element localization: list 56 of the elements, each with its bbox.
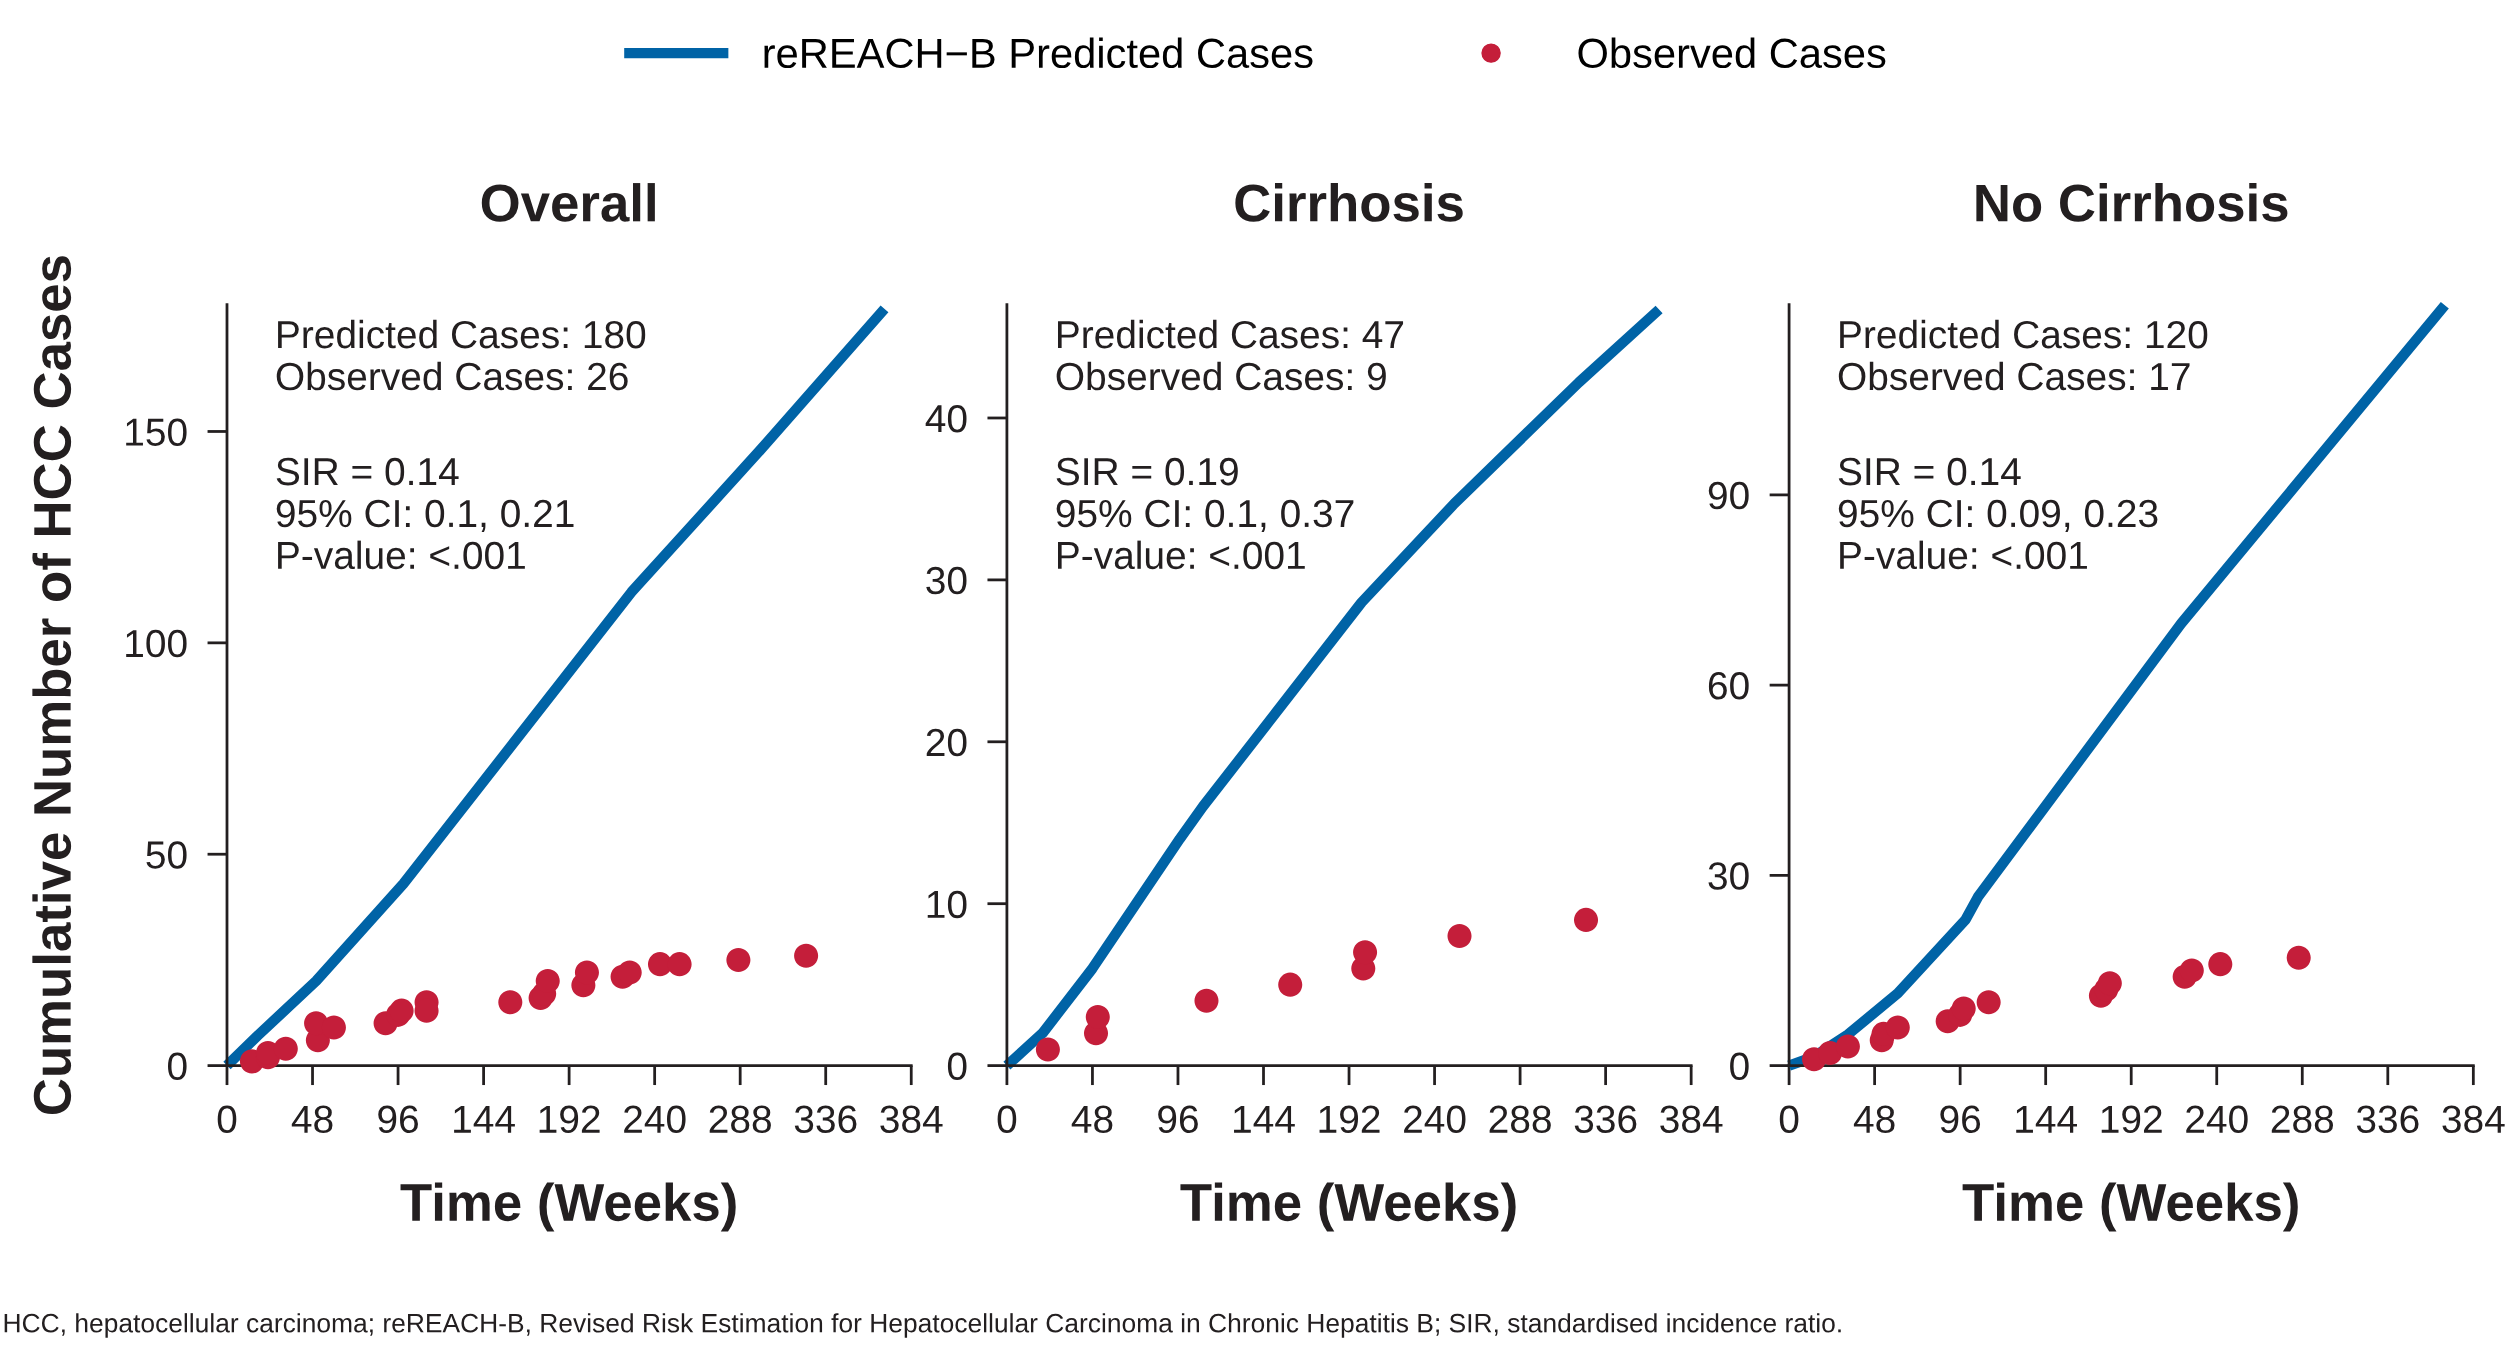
x-tick-label: 192 [2101,1105,2162,1134]
y-tick-label: 20 [926,728,967,757]
y-tick-label: 150 [126,418,187,446]
x-tick-label: 48 [291,1105,333,1134]
annotation: Predicted Cases: 47 Observed Cases: 9 [1056,319,1404,391]
x-tick-label: 192 [1319,1105,1380,1134]
x-tick-label: 336 [794,1105,857,1134]
x-tick-label: 144 [2016,1105,2077,1133]
annotation: SIR = 0.14 95% CI: 0.1, 0.21 P-value: <.001 [276,457,574,570]
x-tick-label: 144 [1234,1105,1295,1133]
annotation: SIR = 0.19 95% CI: 0.1, 0.37 P-value: <.001 [1056,457,1354,570]
x-tick-label: 144 [454,1105,515,1133]
x-axis-title: Time (Weeks) [1962,1182,2298,1232]
x-tick-label: 96 [1158,1105,1198,1134]
x-tick-label: 384 [2442,1105,2505,1134]
legend-label: Observed Cases [1578,37,1886,69]
x-axis-title: Time (Weeks) [1180,1182,1516,1232]
x-tick-label: 0 [217,1105,237,1134]
x-tick-label: 288 [2271,1105,2334,1134]
annotation: Predicted Cases: 120 Observed Cases: 17 [1838,319,2208,391]
chart-title: No Cirrhosis [1976,183,2288,222]
x-tick-label: 48 [1071,1105,1113,1134]
x-tick-label: 336 [2356,1105,2419,1134]
y-tick-label: 30 [926,566,967,595]
x-axis-title: Time (Weeks) [400,1182,736,1232]
x-tick-label: 96 [378,1105,418,1134]
x-tick-label: 384 [1660,1105,1723,1134]
x-tick-label: 240 [2186,1105,2248,1134]
x-tick-label: 48 [1853,1105,1895,1134]
y-tick-label: 0 [1730,1052,1749,1081]
annotation: Predicted Cases: 180 Observed Cases: 26 [276,319,646,391]
chart-title: Cirrhosis [1235,183,1463,222]
y-tick-label: 30 [1708,862,1749,890]
x-tick-label: 0 [1779,1105,1799,1134]
y-tick-label: 90 [1708,481,1749,510]
x-tick-label: 192 [539,1105,600,1134]
x-tick-label: 288 [1489,1105,1551,1134]
y-tick-label: 50 [146,841,187,869]
x-tick-label: 288 [709,1105,771,1134]
x-tick-label: 384 [880,1105,943,1134]
y-tick-label: 0 [168,1052,187,1081]
y-axis-title: Cumulative Number of HCC Cases [32,256,72,1115]
y-tick-label: 100 [126,629,187,658]
y-tick-label: 0 [947,1052,967,1081]
x-tick-label: 240 [624,1105,686,1134]
chart-title: Overall [481,183,655,222]
x-tick-label: 240 [1404,1105,1466,1134]
y-tick-label: 10 [927,890,967,919]
text: HCC, hepatocellular carcinoma; reREACH-B, Revised Risk Estimation for Hepatocellular Carcinoma in Chronic Hepatitis B; SIR, standardised incidence ratio. [4,1313,1841,1338]
y-tick-label: 40 [925,404,967,433]
x-tick-label: 96 [1940,1105,1981,1134]
y-tick-label: 60 [1708,672,1749,700]
x-tick-label: 336 [1574,1105,1637,1134]
annotation: SIR = 0.14 95% CI: 0.09, 0.23 P-value: <.001 [1838,457,2158,570]
legend-label: reREACH−B Predicted Cases [764,37,1313,69]
x-tick-label: 0 [997,1105,1017,1134]
